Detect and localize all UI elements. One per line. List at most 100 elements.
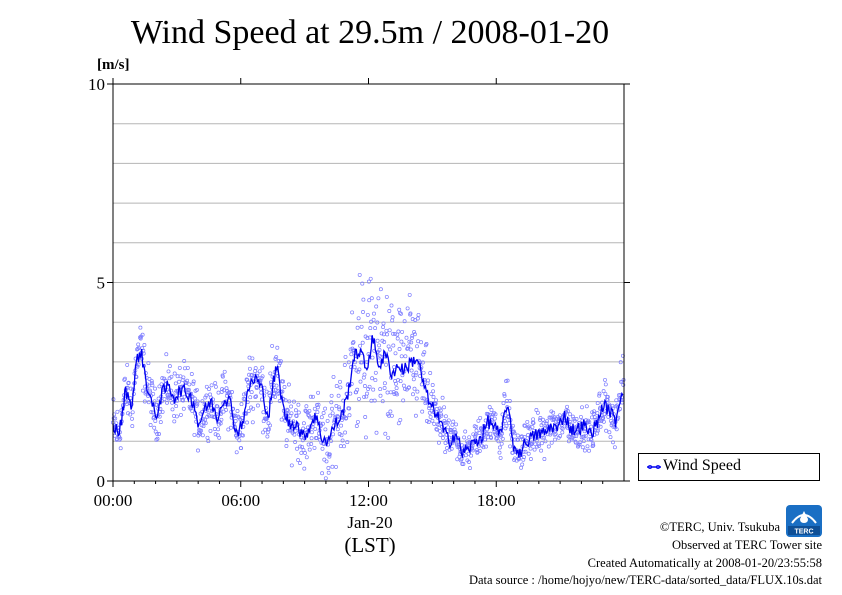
data-point [337,407,342,412]
data-point [296,410,301,415]
data-point [530,440,534,445]
data-point [276,373,280,378]
data-point [398,417,403,422]
data-point [377,343,382,348]
data-point [142,399,147,404]
data-point [411,392,415,397]
data-point [148,423,153,427]
data-point [251,406,256,411]
data-point [286,428,291,433]
data-point [375,338,380,343]
data-point [199,423,204,428]
data-point [463,429,468,434]
data-point [222,369,227,374]
data-point [147,377,152,381]
data-point [223,379,228,384]
data-point [578,414,583,419]
data-point [123,376,127,381]
data-point [580,445,585,450]
data-point [239,402,244,407]
data-point [336,393,341,398]
data-point [438,428,442,433]
data-point [366,352,371,357]
data-point [284,444,289,448]
data-point [355,419,360,424]
data-point [177,379,182,384]
data-point [298,444,303,449]
data-point [378,387,383,392]
data-point [340,438,345,443]
data-point [355,387,360,392]
data-point [465,439,469,444]
data-point [309,436,314,441]
data-point [308,415,313,420]
data-point [344,416,349,420]
data-point [296,402,301,407]
data-point [499,441,504,446]
data-point [543,439,548,444]
data-point [428,414,433,419]
data-point [240,433,245,438]
data-point [357,396,361,401]
data-point [285,408,290,413]
terc-logo-icon: TERC [786,505,822,537]
data-point [542,457,547,461]
data-point [588,437,593,441]
data-point [474,428,479,433]
data-point [363,415,368,419]
data-point [315,405,320,410]
data-point [439,413,444,418]
data-point [150,380,155,385]
data-point [246,380,251,385]
data-point [397,307,402,312]
data-point [390,315,395,320]
data-point [357,367,362,372]
legend: Wind Speed [638,453,820,481]
data-point [468,466,472,471]
data-point [181,375,186,380]
data-point [218,421,223,426]
data-point [296,458,301,463]
data-point [380,399,385,404]
data-point [409,340,414,345]
data-point [599,419,604,423]
data-point [245,378,250,382]
data-point [173,381,178,386]
data-point [384,328,389,333]
data-point [362,384,367,388]
data-point [402,319,407,324]
data-point [432,421,437,426]
data-point [130,410,135,415]
data-point [416,312,421,317]
data-point [245,420,249,425]
data-point [249,390,254,395]
data-point [146,361,151,366]
data-point [381,321,386,326]
y-tick-label: 5 [97,274,106,293]
data-point [312,445,317,450]
data-point [187,382,192,387]
data-point [166,369,171,374]
data-point [309,442,314,446]
data-point [585,444,590,449]
data-point [511,429,516,434]
data-point [316,402,321,407]
data-point [503,419,507,424]
data-point [151,391,156,396]
data-point [239,446,244,451]
data-point [436,422,441,427]
data-point [430,383,435,387]
data-point [565,409,570,413]
data-point [415,316,420,321]
data-point [512,431,517,436]
data-point [274,383,279,388]
data-point [261,430,265,435]
data-point [478,415,483,420]
data-point [580,405,584,410]
data-point [297,461,302,465]
data-point [261,410,266,415]
data-point [294,414,299,418]
data-point [621,382,626,387]
data-point [361,297,366,302]
data-point [521,457,526,462]
